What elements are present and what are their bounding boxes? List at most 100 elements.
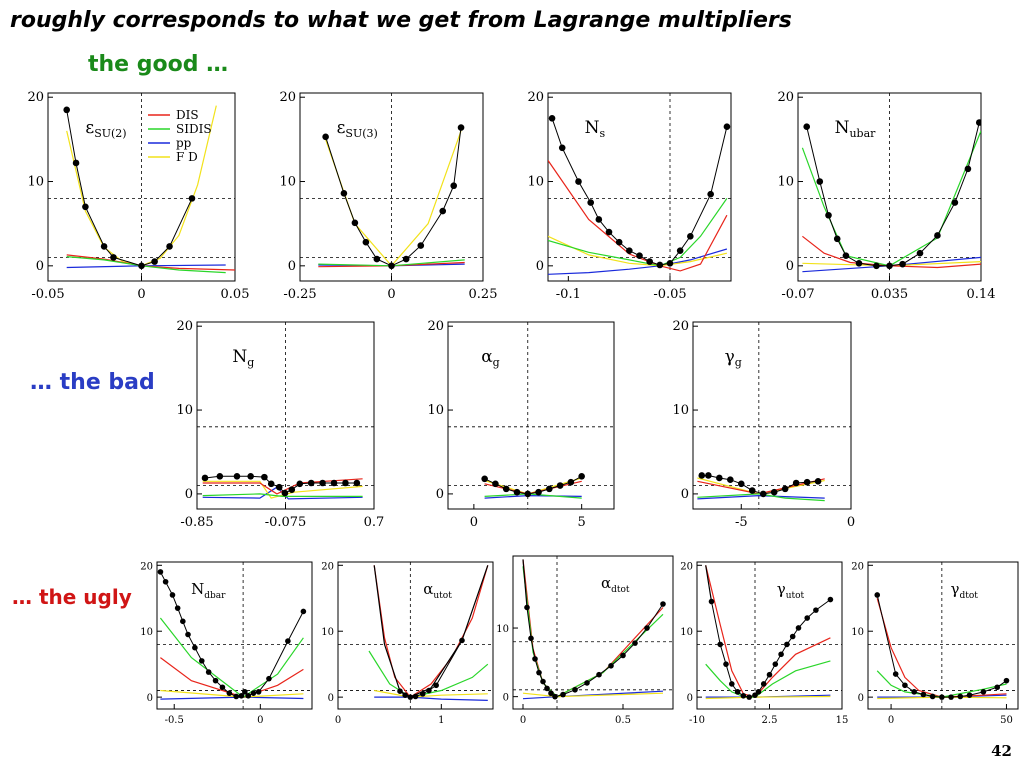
data-point (233, 472, 241, 480)
data-point (82, 203, 89, 211)
data-point (784, 641, 790, 648)
data-point (219, 684, 226, 691)
data-point (546, 485, 553, 493)
data-point (1003, 677, 1010, 684)
plot-frame (867, 561, 1019, 710)
data-point (524, 604, 530, 611)
data-point (397, 688, 403, 695)
y-tick-label: 10 (680, 627, 693, 638)
data-point (281, 489, 289, 497)
data-point (587, 199, 594, 206)
data-point (216, 472, 224, 480)
x-tick-label: 0 (520, 715, 526, 726)
profile-line (711, 599, 831, 698)
data-point (540, 678, 546, 685)
data-point (255, 689, 262, 695)
data-point (734, 689, 741, 695)
data-point (267, 480, 275, 488)
param-label: αutot (423, 580, 452, 601)
data-point (911, 689, 917, 695)
data-point (855, 259, 863, 267)
param-label: εSU(3) (337, 118, 378, 140)
y-tick-label: 0 (147, 693, 153, 704)
param-label: γdtot (951, 580, 979, 601)
series-pp-line (160, 696, 304, 700)
x-tick-label: 1 (438, 715, 444, 726)
x-tick-label: 0 (470, 515, 478, 530)
data-point (626, 247, 633, 254)
x-tick-label: -0.05 (653, 287, 686, 302)
data-point (250, 690, 257, 696)
x-tick-label: -0.075 (265, 515, 307, 530)
data-point (288, 486, 296, 494)
series-pp-line (697, 494, 825, 500)
chart-ns: 0 10 20 -0.1 -0.05 Ns (527, 90, 732, 302)
data-point (412, 693, 419, 700)
plot-frame (547, 92, 732, 282)
data-point (737, 480, 745, 488)
data-point (548, 690, 554, 697)
data-point (300, 608, 307, 615)
x-tick-label: -0.5 (165, 715, 184, 726)
x-tick-label: 0.035 (871, 287, 908, 302)
data-point (233, 693, 240, 700)
data-point (660, 601, 666, 607)
data-point (772, 661, 779, 667)
data-point (708, 598, 715, 605)
data-point (180, 618, 186, 625)
data-point (513, 488, 521, 496)
legend-label-sidis: SIDIS (176, 122, 212, 136)
label-the-good: the good … (88, 52, 229, 77)
data-point (902, 682, 908, 689)
data-point (169, 592, 176, 598)
data-point (814, 478, 822, 485)
y-tick-label: 10 (27, 175, 44, 190)
chart-ndbar: 0 10 20 -0.5 0 Ndbar (140, 561, 313, 726)
data-point (457, 124, 465, 131)
data-point (778, 651, 784, 658)
data-point (596, 671, 602, 678)
series-dis-line (802, 235, 981, 269)
data-point (407, 694, 414, 700)
x-tick-label: -0.07 (781, 287, 814, 302)
data-point (980, 689, 987, 695)
data-point (450, 182, 458, 190)
profile-line (806, 122, 980, 267)
chart-autot: 0 10 20 0 1 αutot (321, 561, 494, 726)
data-point (342, 479, 349, 487)
data-point (100, 243, 108, 250)
x-tick-label: 0 (387, 287, 395, 302)
data-point (833, 235, 841, 243)
data-point (245, 693, 252, 699)
series-dis-line (876, 598, 1007, 698)
data-point (632, 640, 638, 646)
chart-ag: 0 10 20 0 5 αg (427, 319, 615, 530)
data-point (162, 578, 169, 585)
y-tick-label: 0 (185, 487, 193, 502)
data-point (620, 652, 626, 659)
data-point (687, 233, 694, 240)
data-point (789, 633, 796, 640)
data-point (920, 691, 927, 698)
series-sidis-line (801, 130, 981, 267)
x-tick-label: 0 (137, 287, 145, 302)
data-point (185, 631, 191, 638)
data-point (247, 472, 254, 480)
data-point (759, 490, 767, 498)
data-point (994, 684, 1001, 691)
x-tick-label: -0.1 (556, 287, 581, 302)
data-point (285, 638, 291, 644)
data-point (556, 482, 564, 489)
data-point (795, 625, 802, 631)
series-fd-line (374, 689, 488, 698)
param-label: Ndbar (191, 580, 226, 601)
data-point (899, 260, 906, 268)
y-tick-label: 20 (176, 319, 193, 334)
data-point (929, 693, 936, 700)
data-point (502, 485, 510, 493)
y-tick-label: 10 (140, 627, 153, 638)
data-point (535, 488, 542, 496)
data-point (717, 641, 723, 648)
param-label: αg (481, 347, 500, 369)
